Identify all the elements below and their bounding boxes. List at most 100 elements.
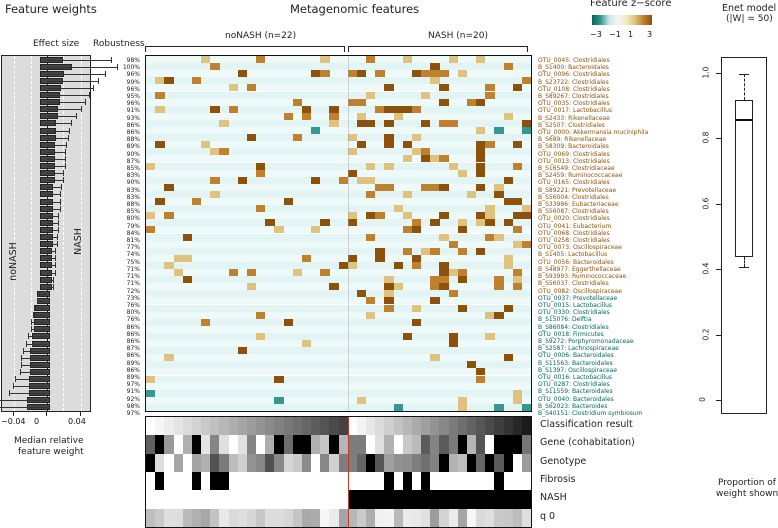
metadata-cell <box>356 490 367 509</box>
robustness-value: 85% <box>126 208 140 216</box>
boxplot-xlabel-1: Proportion of <box>718 478 776 488</box>
feature-label: B_S56087: Clostridiales <box>538 208 609 216</box>
heatmap-cell <box>411 318 422 326</box>
heatmap-cell <box>411 134 422 142</box>
metadata-cell <box>283 490 293 509</box>
feature-label: B_S2433: Rikenellaceae <box>538 114 610 122</box>
metadata-cell <box>384 417 394 436</box>
metadata-cell <box>265 417 275 436</box>
heatmap-cell <box>494 190 504 198</box>
heatmap-cell <box>503 261 513 269</box>
metadata-cell <box>219 472 229 491</box>
robustness-value: 91% <box>126 107 140 115</box>
feature-label: OTU_0018: Firmicutes <box>538 330 604 338</box>
metadata-cell <box>146 417 156 436</box>
heatmap-cell <box>256 205 266 213</box>
metadata-cell <box>274 417 284 436</box>
boxplot-axis-tick: 1.0 <box>701 66 711 79</box>
enet-subtitle: (|W| = 50) <box>726 14 773 24</box>
heatmap-cell <box>256 56 266 64</box>
heatmap-cell <box>421 119 431 127</box>
heatmap-cell <box>448 56 458 64</box>
metadata-cell <box>301 472 312 491</box>
heatmap-cell <box>292 269 303 277</box>
metadata-cell <box>402 417 413 436</box>
heatmap-cell <box>366 311 376 319</box>
heatmap-cell <box>503 219 513 227</box>
metadata-cell <box>375 453 385 472</box>
metadata-cell <box>503 508 513 527</box>
heatmap-cell <box>494 183 504 191</box>
metadata-row-label: Gene (cohabitation) <box>540 437 635 449</box>
metadata-cell <box>283 472 293 491</box>
feature-label: B_S16549: Clostridiaceae <box>538 165 615 173</box>
metadata-cell <box>182 417 193 436</box>
feature-label: B_S56004: Clostridiales <box>538 193 609 201</box>
heatmap-cell <box>521 119 531 127</box>
heatmap-cell <box>421 247 431 255</box>
metadata-cell <box>448 490 458 509</box>
metadata-cell <box>494 453 504 472</box>
robustness-value: 92% <box>126 395 140 403</box>
heatmap-cell <box>146 389 156 397</box>
metadata-cell <box>439 508 449 527</box>
heatmap-cell <box>356 70 367 78</box>
metadata-cell <box>476 472 486 491</box>
metadata-cell <box>347 435 358 454</box>
error-bar <box>8 393 47 395</box>
metadata-cell <box>173 417 183 436</box>
heatmap-cell <box>347 212 358 220</box>
robustness-value: 85% <box>126 165 140 173</box>
error-bar <box>31 322 47 324</box>
metadata-cell <box>265 490 275 509</box>
error-bar <box>47 144 67 146</box>
heatmap-cell <box>457 247 468 255</box>
heatmap-cell <box>430 297 440 305</box>
heatmap-cell <box>485 332 495 340</box>
heatmap-cell <box>421 155 431 163</box>
metadata-cell <box>421 490 431 509</box>
heatmap-cell <box>356 141 367 149</box>
heatmap-cell <box>329 119 339 127</box>
heatmap-cell <box>476 219 486 227</box>
heatmap-cell <box>439 233 449 241</box>
heatmap-cell <box>476 212 486 220</box>
heatmap-cell <box>439 283 449 291</box>
metadata-cell <box>201 490 211 509</box>
heatmap-cell <box>311 70 321 78</box>
heatmap-cell <box>402 56 413 64</box>
boxplot-box <box>735 100 753 258</box>
heatmap-cell <box>512 283 523 291</box>
metadata-cell <box>476 435 486 454</box>
metadata-cell <box>430 472 440 491</box>
metadata-cell <box>155 508 165 527</box>
heatmap-cell <box>503 254 513 262</box>
boxplot-xlabel-2: weight shown <box>716 489 778 499</box>
heatmap-cell <box>384 297 394 305</box>
metadata-cell <box>448 435 458 454</box>
metadata-cell <box>173 472 183 491</box>
metadata-cell <box>219 490 229 509</box>
heatmap-cell <box>393 205 403 213</box>
heatmap-cell <box>237 70 248 78</box>
feature-label: B_S8309: Bacteroidales <box>538 143 609 151</box>
heatmap-cell <box>430 247 440 255</box>
heatmap-cell <box>402 190 413 198</box>
heatmap-cell <box>164 212 174 220</box>
feature-label: B_S89221: Prevotellaceae <box>538 186 617 194</box>
metadata-cell <box>503 490 513 509</box>
heatmap-cell <box>329 105 339 113</box>
metadata-cell <box>265 435 275 454</box>
heatmap-cell <box>439 155 449 163</box>
error-bar <box>31 329 47 331</box>
heatmap-cell <box>494 283 504 291</box>
heatmap-cell <box>210 190 220 198</box>
heatmap-cell <box>494 233 504 241</box>
heatmap-cell <box>457 269 468 277</box>
heatmap-cell <box>375 247 385 255</box>
metadata-cell <box>347 453 358 472</box>
metadata-row-label: Classification result <box>540 419 633 430</box>
robustness-value: 73% <box>126 294 140 302</box>
feature-label: OTU_0045: Clostridiales <box>538 57 610 64</box>
error-bar <box>47 258 55 260</box>
